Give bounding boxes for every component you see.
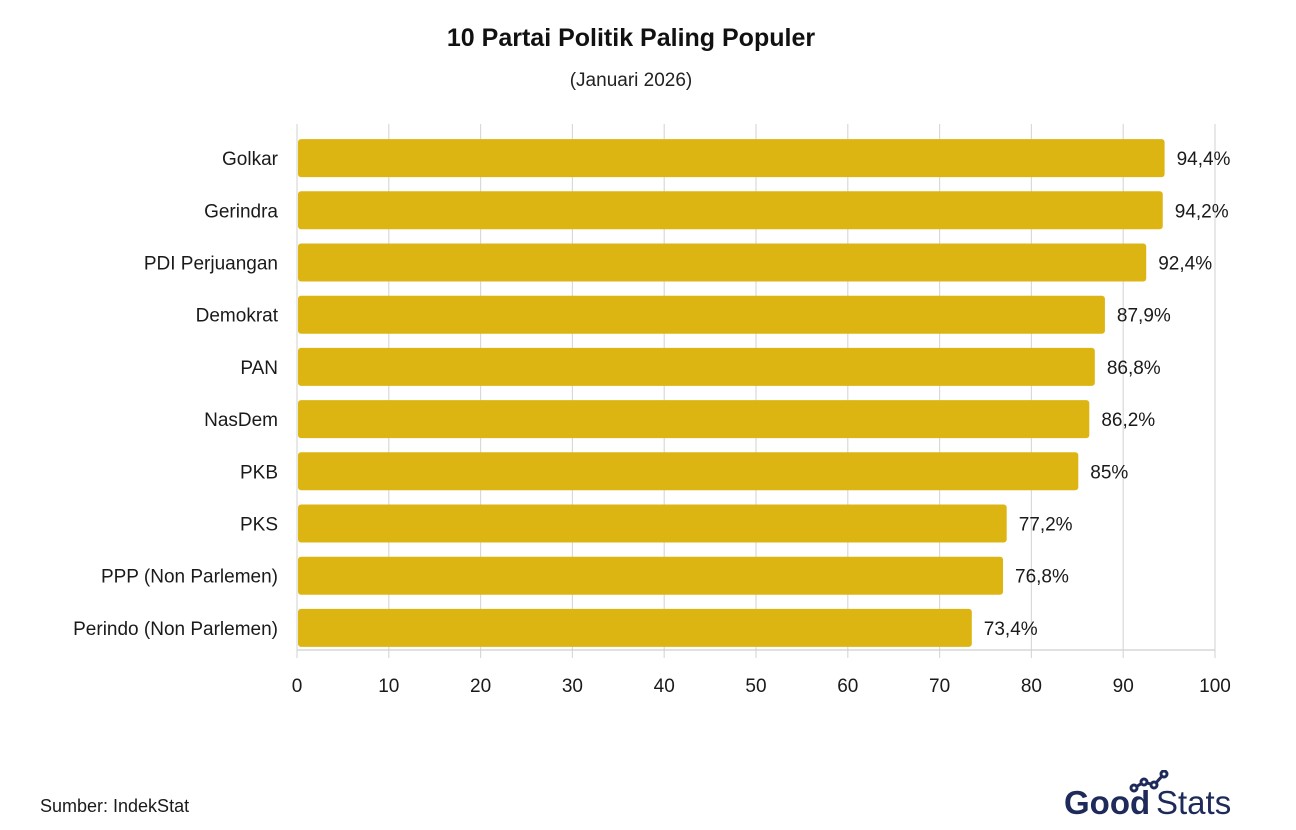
data-label: 73,4%: [984, 619, 1038, 640]
bar: [298, 347, 1095, 386]
data-label: 86,8%: [1107, 358, 1161, 379]
bar: [298, 556, 1004, 595]
category-label: PAN: [240, 358, 278, 379]
x-tick-label: 100: [1199, 676, 1231, 697]
category-label: Golkar: [222, 149, 279, 170]
data-label: 86,2%: [1101, 410, 1155, 431]
bar: [298, 139, 1165, 178]
data-label: 85%: [1090, 462, 1128, 483]
data-label: 87,9%: [1117, 306, 1171, 327]
x-axis: 0 10 20 30 40 50 60 70 80 90 100: [292, 649, 1231, 697]
category-label: NasDem: [204, 410, 278, 431]
category-label: PPP (Non Parlemen): [101, 567, 278, 588]
x-tick-label: 50: [745, 676, 766, 697]
data-label: 77,2%: [1019, 515, 1073, 536]
category-labels: Golkar Gerindra PDI Perjuangan Demokrat PAN N…: [73, 149, 279, 640]
data-label: 92,4%: [1158, 254, 1212, 275]
chart-subtitle: (Januari 2026): [569, 70, 693, 91]
trend-icon: [1129, 770, 1169, 793]
x-tick-label: 10: [378, 676, 399, 697]
category-label: Gerindra: [204, 201, 278, 222]
x-tick-label: 20: [470, 676, 491, 697]
bar: [298, 608, 972, 647]
x-tick-label: 70: [929, 676, 950, 697]
bar: [298, 243, 1147, 282]
category-label: Demokrat: [196, 306, 279, 327]
data-label: 94,2%: [1175, 201, 1229, 222]
category-label: PDI Perjuangan: [144, 254, 278, 275]
bar: [298, 295, 1105, 334]
category-label: PKB: [240, 462, 278, 483]
category-label: PKS: [240, 515, 278, 536]
category-label: Perindo (Non Parlemen): [73, 619, 278, 640]
x-tick-label: 90: [1113, 676, 1134, 697]
x-tick-label: 80: [1021, 676, 1042, 697]
bar: [298, 452, 1079, 491]
chart-title: 10 Partai Politik Paling Populer: [446, 24, 816, 52]
bar: [298, 400, 1090, 439]
value-labels: 94,4% 94,2% 92,4% 87,9% 86,8% 86,2% 85% 77,2% 76…: [984, 149, 1231, 640]
x-tick-label: 30: [562, 676, 583, 697]
data-label: 76,8%: [1015, 567, 1069, 588]
bar-chart: Golkar Gerindra PDI Perjuangan Demokrat PAN N…: [73, 124, 1231, 697]
x-tick-label: 60: [837, 676, 858, 697]
bar: [298, 504, 1007, 543]
data-label: 94,4%: [1177, 149, 1231, 170]
bar: [298, 191, 1163, 230]
source-note: Sumber: IndekStat: [40, 796, 190, 816]
logo-stats: Stats: [1156, 784, 1231, 821]
x-tick-label: 0: [292, 676, 303, 697]
x-tick-label: 40: [654, 676, 675, 697]
goodstats-logo: Good Stats: [1064, 770, 1231, 821]
bars: [298, 139, 1165, 647]
